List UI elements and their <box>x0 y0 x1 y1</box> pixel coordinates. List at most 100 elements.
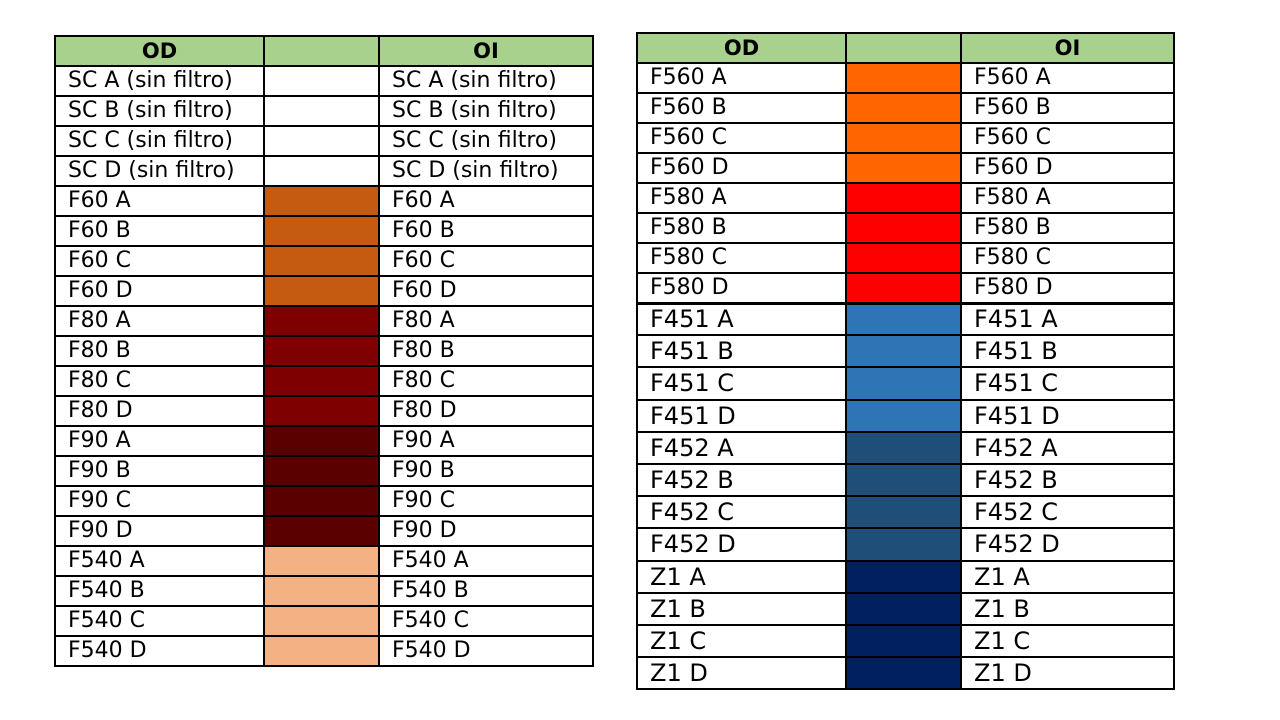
oi-cell: F451 D <box>960 398 1175 433</box>
color-swatch <box>845 656 962 691</box>
color-swatch <box>263 425 380 457</box>
color-swatch <box>263 365 380 397</box>
table-row: F540 D F540 D <box>54 635 594 667</box>
oi-cell: Z1 A <box>960 559 1175 594</box>
table-row: F90 C F90 C <box>54 485 594 517</box>
oi-cell: F60 B <box>378 215 594 247</box>
oi-cell: F60 A <box>378 185 594 217</box>
oi-cell: F560 A <box>960 62 1175 94</box>
oi-cell: F560 B <box>960 92 1175 124</box>
color-swatch <box>845 527 962 562</box>
color-swatch <box>263 515 380 547</box>
header-od: OD <box>636 32 847 64</box>
od-cell: F560 A <box>636 62 847 94</box>
od-cell: F80 C <box>54 365 265 397</box>
color-swatch <box>263 95 380 127</box>
header-oi: OI <box>960 32 1175 64</box>
table-row: F90 A F90 A <box>54 425 594 457</box>
color-swatch <box>845 212 962 244</box>
color-swatch <box>845 623 962 659</box>
table-row: SC C (sin filtro) SC C (sin filtro) <box>54 125 594 157</box>
color-swatch <box>845 334 962 369</box>
oi-cell: F451 C <box>960 366 1175 401</box>
od-cell: F90 B <box>54 455 265 487</box>
oi-cell: F80 C <box>378 365 594 397</box>
table-header-row: OD OI <box>54 35 594 67</box>
od-cell: F560 D <box>636 152 847 184</box>
od-cell: F452 D <box>636 527 847 562</box>
table-row: F60 A F60 A <box>54 185 594 217</box>
od-cell: F451 D <box>636 398 847 433</box>
od-cell: F60 A <box>54 185 265 217</box>
oi-cell: SC D (sin filtro) <box>378 155 594 187</box>
oi-cell: F90 C <box>378 485 594 517</box>
table-row: F560 B F560 B <box>636 92 1175 124</box>
table-row: F560 D F560 D <box>636 152 1175 184</box>
header-oi: OI <box>378 35 594 67</box>
color-swatch <box>845 272 962 304</box>
oi-cell: F540 B <box>378 575 594 607</box>
oi-cell: F80 B <box>378 335 594 367</box>
table-row: F451 D F451 D <box>636 398 1175 433</box>
table-row: F540 B F540 B <box>54 575 594 607</box>
header-color <box>845 32 962 64</box>
table-row: F580 A F580 A <box>636 182 1175 214</box>
oi-cell: F451 B <box>960 334 1175 369</box>
table-row: F451 C F451 C <box>636 366 1175 401</box>
color-swatch <box>263 545 380 577</box>
table-row: F540 C F540 C <box>54 605 594 637</box>
color-swatch <box>263 455 380 487</box>
color-swatch <box>263 635 380 667</box>
color-swatch <box>263 185 380 217</box>
color-swatch <box>845 62 962 94</box>
oi-cell: SC C (sin filtro) <box>378 125 594 157</box>
table-row: F580 C F580 C <box>636 242 1175 274</box>
oi-cell: F80 D <box>378 395 594 427</box>
od-cell: F540 A <box>54 545 265 577</box>
color-swatch <box>263 605 380 637</box>
od-cell: F580 B <box>636 212 847 244</box>
od-cell: F90 D <box>54 515 265 547</box>
oi-cell: F580 C <box>960 242 1175 274</box>
oi-cell: F580 A <box>960 182 1175 214</box>
od-cell: F90 A <box>54 425 265 457</box>
oi-cell: F560 D <box>960 152 1175 184</box>
table-row: SC A (sin filtro) SC A (sin filtro) <box>54 65 594 97</box>
color-swatch <box>845 559 962 594</box>
color-swatch <box>845 430 962 465</box>
table-row: F90 B F90 B <box>54 455 594 487</box>
color-swatch <box>263 275 380 307</box>
filter-table-left: OD OI SC A (sin filtro) SC A (sin filtro)… <box>54 35 594 667</box>
oi-cell: Z1 D <box>960 656 1175 691</box>
od-cell: SC B (sin filtro) <box>54 95 265 127</box>
od-cell: SC D (sin filtro) <box>54 155 265 187</box>
od-cell: F540 C <box>54 605 265 637</box>
color-swatch <box>263 485 380 517</box>
table-row: F60 D F60 D <box>54 275 594 307</box>
od-cell: F540 B <box>54 575 265 607</box>
od-cell: SC A (sin filtro) <box>54 65 265 97</box>
color-swatch <box>263 215 380 247</box>
od-cell: F452 A <box>636 430 847 465</box>
table-row: F451 A F451 A <box>636 301 1175 337</box>
oi-cell: F540 C <box>378 605 594 637</box>
table-row: F540 A F540 A <box>54 545 594 577</box>
oi-cell: F452 A <box>960 430 1175 465</box>
oi-cell: F580 D <box>960 272 1175 304</box>
table-row: F60 C F60 C <box>54 245 594 277</box>
od-cell: F452 B <box>636 462 847 498</box>
table-row: F451 B F451 B <box>636 334 1175 369</box>
od-cell: Z1 A <box>636 559 847 594</box>
od-cell: F580 D <box>636 272 847 304</box>
color-swatch <box>263 155 380 187</box>
od-cell: F451 A <box>636 301 847 337</box>
oi-cell: F452 B <box>960 462 1175 498</box>
od-cell: F540 D <box>54 635 265 667</box>
oi-cell: F452 D <box>960 527 1175 562</box>
oi-cell: Z1 C <box>960 623 1175 659</box>
table-row: F452 A F452 A <box>636 430 1175 465</box>
oi-cell: F560 C <box>960 122 1175 154</box>
color-swatch <box>845 242 962 274</box>
table-row: F580 B F580 B <box>636 212 1175 244</box>
table-row: SC B (sin filtro) SC B (sin filtro) <box>54 95 594 127</box>
